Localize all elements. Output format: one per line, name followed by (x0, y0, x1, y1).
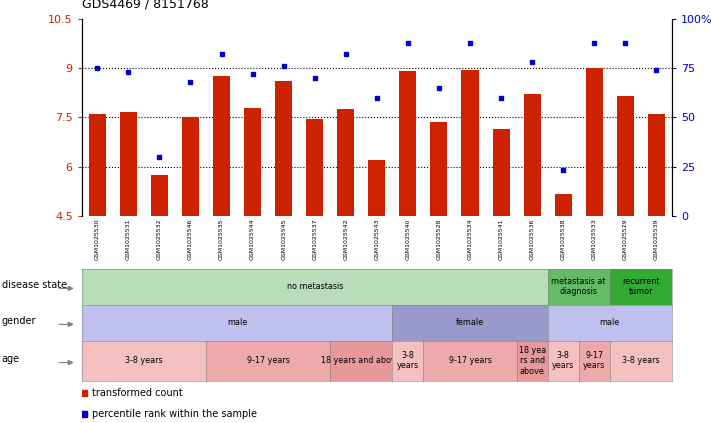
Bar (182, 118, 199, 216)
Bar (306, 119, 324, 216)
Text: GSM1025536: GSM1025536 (530, 218, 535, 260)
Text: percentile rank within the sample: percentile rank within the sample (92, 409, 257, 419)
Text: GSM1025543: GSM1025543 (374, 218, 380, 260)
Bar (616, 96, 634, 216)
Text: GSM1025531: GSM1025531 (126, 218, 131, 260)
Text: female: female (456, 318, 484, 327)
Text: 3-8 years: 3-8 years (125, 356, 163, 365)
Text: GSM1025539: GSM1025539 (654, 218, 659, 260)
Bar (586, 68, 603, 216)
Text: 3-8
years: 3-8 years (397, 351, 419, 370)
Text: GSM1025545: GSM1025545 (281, 218, 286, 260)
Bar (461, 70, 479, 216)
Text: GSM1025532: GSM1025532 (157, 218, 162, 260)
Text: GSM1025530: GSM1025530 (95, 218, 100, 260)
Text: transformed count: transformed count (92, 387, 183, 398)
Text: 3-8
years: 3-8 years (552, 351, 574, 370)
Bar (523, 94, 540, 216)
Bar (430, 122, 447, 216)
Bar (244, 107, 261, 216)
Text: recurrent
tumor: recurrent tumor (622, 277, 660, 296)
Text: GSM1025540: GSM1025540 (405, 218, 410, 260)
Text: GSM1025537: GSM1025537 (312, 218, 317, 260)
Text: GSM1025535: GSM1025535 (219, 218, 224, 260)
Text: 9-17 years: 9-17 years (247, 356, 289, 365)
Text: 9-17 years: 9-17 years (449, 356, 491, 365)
Text: GSM1025529: GSM1025529 (623, 218, 628, 260)
Bar (337, 109, 354, 216)
Bar (368, 160, 385, 216)
Bar (275, 81, 292, 216)
Text: disease state: disease state (1, 280, 67, 290)
Text: GSM1025542: GSM1025542 (343, 218, 348, 260)
Text: GSM1025534: GSM1025534 (468, 218, 473, 260)
Text: metastasis at
diagnosis: metastasis at diagnosis (552, 277, 606, 296)
Text: gender: gender (1, 316, 36, 326)
Text: no metastasis: no metastasis (287, 282, 343, 291)
Text: 9-17
years: 9-17 years (583, 351, 605, 370)
Bar (213, 77, 230, 216)
Text: 3-8 years: 3-8 years (622, 356, 660, 365)
Bar (120, 113, 137, 216)
Text: GSM1025541: GSM1025541 (498, 218, 503, 260)
Bar (151, 175, 168, 216)
Text: GSM1025533: GSM1025533 (592, 218, 597, 260)
Text: GSM1025538: GSM1025538 (561, 218, 566, 260)
Bar (89, 114, 106, 216)
Text: 18 yea
rs and
above: 18 yea rs and above (518, 346, 546, 376)
Text: male: male (599, 318, 620, 327)
Bar (400, 71, 417, 216)
Bar (555, 195, 572, 216)
Bar (648, 114, 665, 216)
Text: GDS4469 / 8151768: GDS4469 / 8151768 (82, 0, 208, 11)
Text: GSM1025544: GSM1025544 (250, 218, 255, 260)
Text: 18 years and above: 18 years and above (321, 356, 401, 365)
Text: GSM1025546: GSM1025546 (188, 218, 193, 260)
Bar (493, 129, 510, 216)
Text: male: male (227, 318, 247, 327)
Text: GSM1025528: GSM1025528 (437, 218, 442, 260)
Text: age: age (1, 354, 20, 364)
